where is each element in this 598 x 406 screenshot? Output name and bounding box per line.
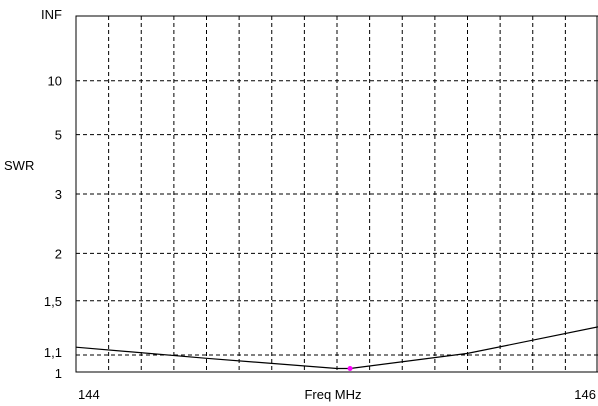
y-tick-label: 1: [55, 366, 62, 381]
y-tick-label: 3: [55, 187, 62, 202]
y-axis-label: SWR: [4, 158, 34, 173]
minimum-marker: [347, 365, 353, 371]
swr-curve: [75, 326, 598, 370]
x-axis-label: Freq MHz: [304, 387, 361, 402]
x-tick-label: 146: [574, 387, 596, 402]
y-tick-label: 2: [55, 246, 62, 261]
y-tick-labels: INF 10 5 3 2 1,5 1,1 1: [41, 7, 62, 381]
y-tick-label: INF: [41, 7, 62, 22]
grid: [76, 15, 598, 373]
y-tick-label: 5: [55, 128, 62, 143]
x-tick-labels: 144 146: [78, 387, 596, 402]
series: [75, 326, 598, 371]
x-tick-label: 144: [78, 387, 100, 402]
y-tick-label: 1,1: [44, 345, 62, 360]
y-tick-label: 10: [48, 74, 62, 89]
plot-frame: [75, 15, 598, 373]
y-tick-label: 1,5: [44, 294, 62, 309]
